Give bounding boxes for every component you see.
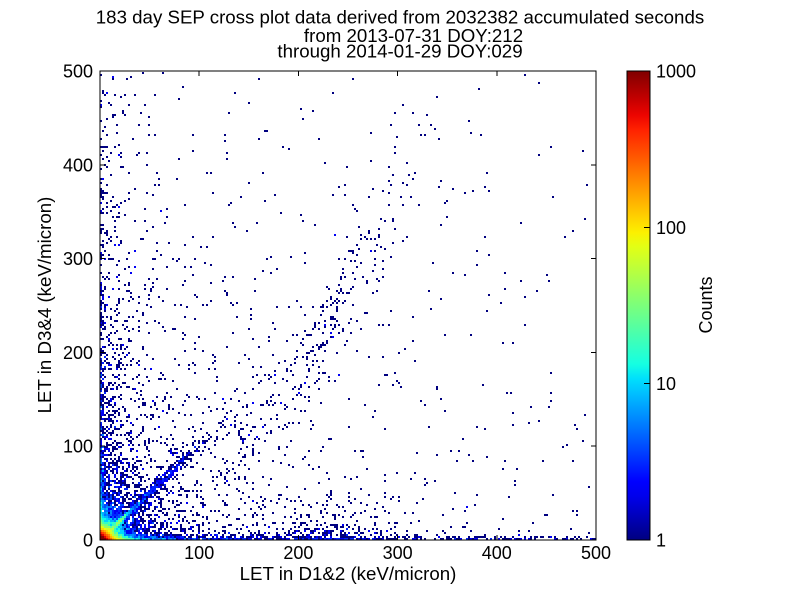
svg-text:500: 500: [63, 62, 93, 82]
svg-text:100: 100: [184, 543, 214, 563]
svg-text:200: 200: [283, 543, 313, 563]
svg-text:1000: 1000: [656, 62, 696, 82]
svg-text:400: 400: [63, 155, 93, 175]
svg-text:0: 0: [95, 543, 105, 563]
svg-text:1: 1: [656, 531, 666, 551]
svg-text:200: 200: [63, 343, 93, 363]
svg-text:183 day SEP cross plot data de: 183 day SEP cross plot data derived from…: [96, 7, 704, 28]
svg-text:400: 400: [482, 543, 512, 563]
svg-text:300: 300: [383, 543, 413, 563]
svg-text:100: 100: [63, 437, 93, 457]
svg-text:10: 10: [656, 374, 676, 394]
svg-text:LET in D3&4 (keV/micron): LET in D3&4 (keV/micron): [34, 197, 55, 414]
svg-text:Counts: Counts: [696, 276, 716, 333]
svg-text:500: 500: [581, 543, 611, 563]
svg-text:LET in D1&2 (keV/micron): LET in D1&2 (keV/micron): [240, 563, 457, 584]
svg-text:from 2013-07-31 DOY:212: from 2013-07-31 DOY:212: [304, 25, 523, 46]
svg-text:0: 0: [83, 531, 93, 551]
svg-text:through 2014-01-29 DOY:029: through 2014-01-29 DOY:029: [277, 40, 522, 61]
svg-text:100: 100: [656, 218, 686, 238]
svg-text:300: 300: [63, 249, 93, 269]
